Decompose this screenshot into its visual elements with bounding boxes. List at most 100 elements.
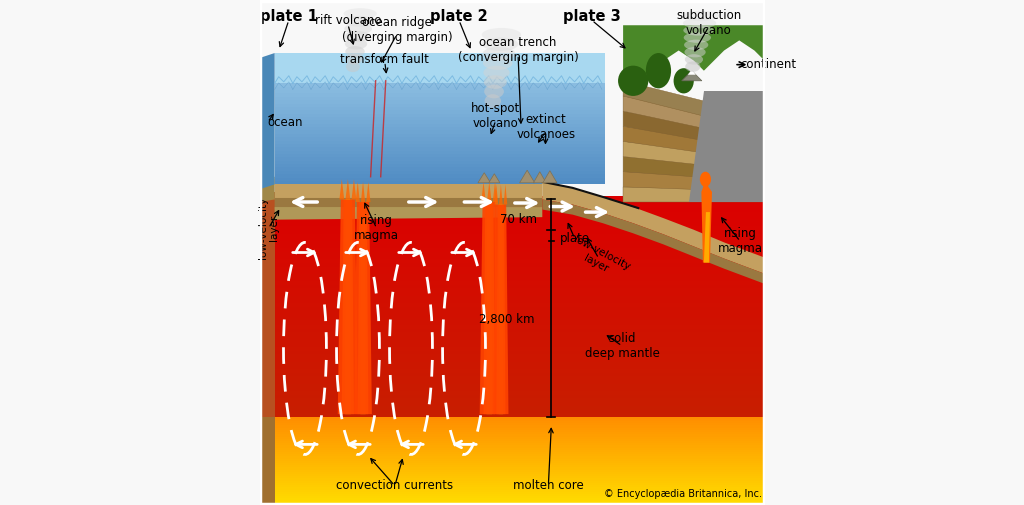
Polygon shape	[274, 324, 765, 329]
Polygon shape	[357, 202, 369, 414]
Polygon shape	[623, 126, 765, 162]
Polygon shape	[274, 368, 765, 373]
Polygon shape	[274, 499, 765, 503]
Polygon shape	[274, 442, 765, 445]
Polygon shape	[274, 438, 765, 441]
Ellipse shape	[482, 47, 515, 61]
Text: continent: continent	[740, 58, 797, 71]
Polygon shape	[274, 418, 765, 421]
Polygon shape	[274, 262, 765, 267]
Polygon shape	[274, 284, 765, 288]
Polygon shape	[543, 199, 765, 284]
Polygon shape	[274, 453, 765, 457]
Polygon shape	[274, 416, 765, 419]
Polygon shape	[274, 204, 765, 208]
Polygon shape	[274, 164, 605, 168]
Polygon shape	[274, 449, 765, 452]
Polygon shape	[274, 150, 605, 154]
Polygon shape	[274, 207, 543, 220]
Polygon shape	[274, 394, 765, 398]
Text: molten core: molten core	[513, 479, 584, 492]
Polygon shape	[274, 302, 765, 307]
Polygon shape	[274, 491, 765, 494]
Polygon shape	[274, 277, 765, 281]
Polygon shape	[623, 96, 765, 141]
Polygon shape	[703, 212, 710, 263]
Polygon shape	[274, 306, 765, 311]
Ellipse shape	[699, 172, 711, 187]
Polygon shape	[274, 342, 765, 347]
Polygon shape	[274, 458, 765, 461]
Polygon shape	[274, 354, 765, 358]
Ellipse shape	[684, 40, 709, 50]
Ellipse shape	[483, 75, 507, 89]
Ellipse shape	[482, 37, 518, 51]
Polygon shape	[519, 170, 535, 183]
Text: ocean ridge
(diverging margin): ocean ridge (diverging margin)	[342, 16, 453, 44]
Polygon shape	[274, 467, 765, 470]
Polygon shape	[274, 464, 765, 468]
Polygon shape	[274, 390, 765, 395]
Text: low-velocity
layer: low-velocity layer	[258, 197, 280, 260]
Polygon shape	[274, 229, 765, 233]
Ellipse shape	[674, 68, 694, 93]
Polygon shape	[274, 222, 765, 226]
Polygon shape	[274, 160, 605, 164]
Text: subduction
volcano: subduction volcano	[676, 9, 741, 37]
Text: plate 3: plate 3	[563, 9, 621, 24]
Polygon shape	[274, 89, 605, 93]
Polygon shape	[688, 70, 696, 75]
Polygon shape	[274, 451, 765, 454]
Polygon shape	[345, 179, 350, 199]
Polygon shape	[274, 174, 605, 178]
Polygon shape	[274, 198, 543, 210]
Polygon shape	[274, 255, 765, 259]
Polygon shape	[274, 310, 765, 314]
Polygon shape	[274, 471, 765, 474]
Polygon shape	[274, 497, 765, 500]
Text: hot-spot
volcano: hot-spot volcano	[471, 102, 520, 130]
Polygon shape	[274, 123, 605, 127]
Polygon shape	[274, 372, 765, 376]
Polygon shape	[274, 110, 605, 114]
Polygon shape	[259, 417, 274, 505]
Polygon shape	[274, 349, 765, 355]
Text: ocean: ocean	[267, 116, 303, 129]
Polygon shape	[274, 321, 765, 325]
Polygon shape	[701, 182, 712, 263]
Polygon shape	[274, 298, 765, 303]
Polygon shape	[689, 91, 765, 202]
Polygon shape	[274, 269, 765, 274]
Polygon shape	[487, 182, 492, 202]
Ellipse shape	[685, 54, 703, 65]
Polygon shape	[274, 346, 765, 350]
Ellipse shape	[484, 85, 504, 98]
Polygon shape	[274, 211, 765, 215]
Polygon shape	[481, 182, 485, 202]
Polygon shape	[274, 317, 765, 322]
Polygon shape	[623, 25, 765, 91]
Ellipse shape	[684, 32, 711, 43]
Polygon shape	[274, 243, 765, 248]
Text: 2,800 km: 2,800 km	[479, 313, 535, 326]
Polygon shape	[274, 422, 765, 425]
Polygon shape	[543, 182, 765, 274]
Polygon shape	[274, 93, 605, 97]
Polygon shape	[274, 86, 605, 90]
Ellipse shape	[683, 25, 714, 35]
Text: ocean trench
(converging margin): ocean trench (converging margin)	[458, 36, 579, 65]
Polygon shape	[360, 182, 366, 202]
Polygon shape	[274, 420, 765, 423]
Polygon shape	[274, 214, 765, 219]
Polygon shape	[274, 383, 765, 387]
Polygon shape	[274, 379, 765, 384]
Polygon shape	[623, 81, 765, 131]
Polygon shape	[274, 154, 605, 158]
Polygon shape	[274, 433, 765, 436]
Polygon shape	[360, 202, 366, 414]
Text: transform fault: transform fault	[340, 53, 429, 66]
Polygon shape	[499, 184, 503, 205]
Polygon shape	[274, 478, 765, 481]
Polygon shape	[274, 107, 605, 110]
Polygon shape	[274, 177, 605, 181]
